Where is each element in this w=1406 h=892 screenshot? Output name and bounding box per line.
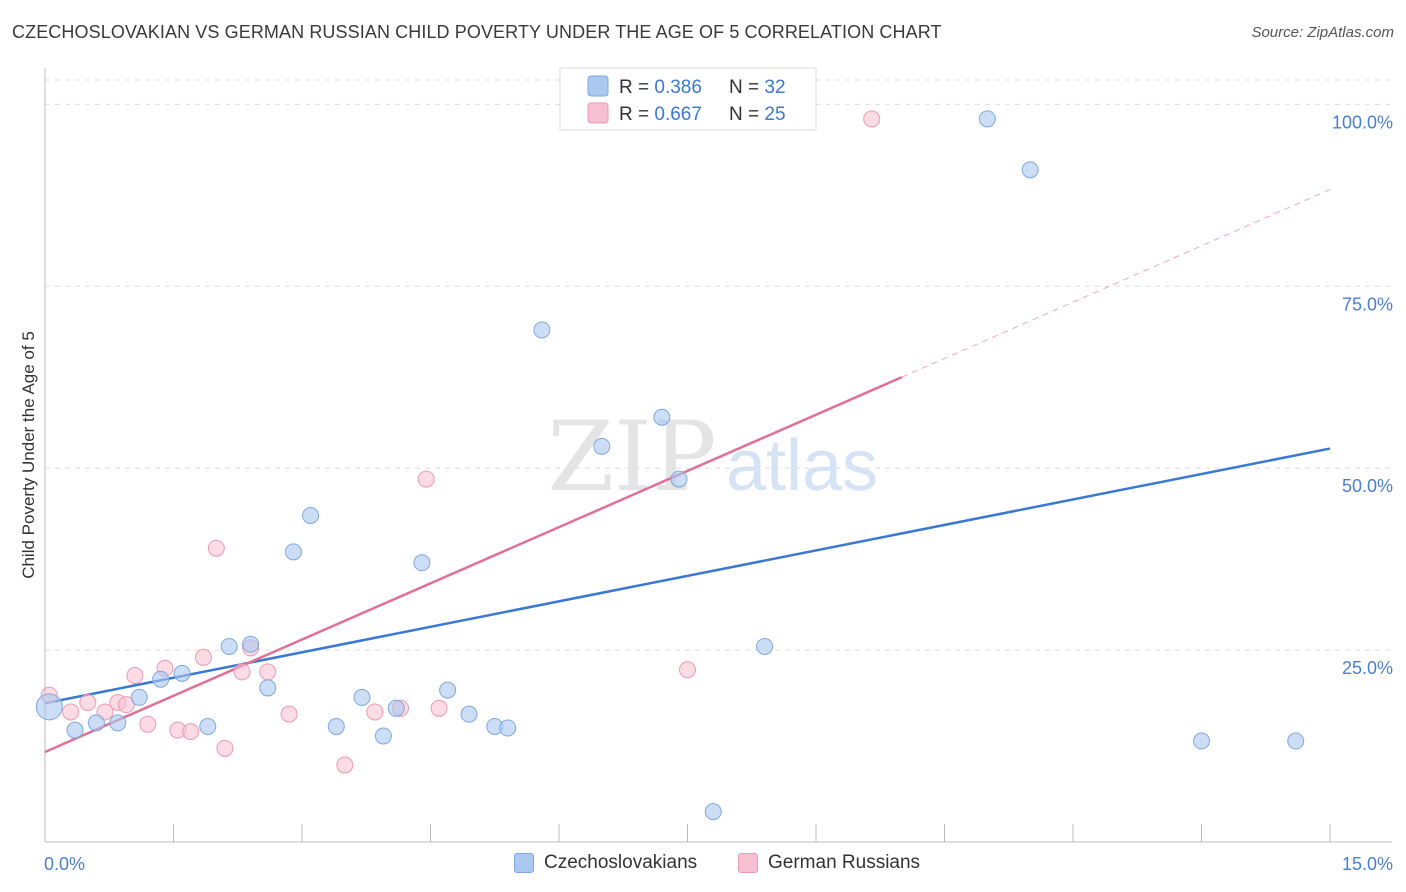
data-point-czechoslovakians xyxy=(109,714,127,732)
data-point-german-russians xyxy=(430,699,448,717)
points-layer xyxy=(35,110,1305,821)
data-point-czechoslovakians xyxy=(199,717,217,735)
data-point-czechoslovakians xyxy=(374,727,392,745)
legend-n-value-1: 32 xyxy=(764,77,785,98)
data-point-german-russians xyxy=(863,110,881,128)
data-point-czechoslovakians xyxy=(499,719,517,737)
data-point-czechoslovakians xyxy=(413,554,431,572)
legend-label-czechoslovakians: Czechoslovakians xyxy=(544,852,698,873)
data-point-german-russians xyxy=(182,723,200,741)
legend-n-label-1: N = xyxy=(729,77,764,98)
x-tick-label: 0.0% xyxy=(44,854,85,874)
chart-title: CZECHOSLOVAKIAN VS GERMAN RUSSIAN CHILD … xyxy=(12,22,942,42)
y-axis-label: Child Poverty Under the Age of 5 xyxy=(19,331,38,579)
data-point-german-russians xyxy=(679,661,696,679)
data-point-czechoslovakians xyxy=(704,803,722,821)
data-point-german-russians xyxy=(216,739,234,757)
data-point-czechoslovakians xyxy=(460,705,478,723)
legend-r-label-2: R = xyxy=(619,104,654,125)
y-tick-label: 25.0% xyxy=(1342,658,1393,678)
data-point-czechoslovakians xyxy=(1193,732,1210,750)
legend-n-label-2: N = xyxy=(729,104,764,125)
data-point-german-russians xyxy=(233,663,251,681)
legend-swatch-blue xyxy=(514,853,534,873)
legend-r-value-1: 0.386 xyxy=(654,77,702,98)
legend-swatch-german-russians xyxy=(587,102,609,124)
svg-text:R = 0.386: R = 0.386 xyxy=(619,77,702,98)
legend-box: R = 0.386 N = 32 R = 0.667 N = 25 xyxy=(559,67,817,131)
data-point-czechoslovakians xyxy=(259,679,277,697)
svg-text:N = 32: N = 32 xyxy=(729,77,786,98)
svg-text:N = 25: N = 25 xyxy=(729,104,786,125)
data-point-czechoslovakians xyxy=(87,714,105,732)
axis-layer xyxy=(44,68,1392,843)
data-point-german-russians xyxy=(117,696,135,714)
data-point-german-russians xyxy=(194,648,212,666)
legend-swatch-pink xyxy=(738,853,758,873)
data-point-czechoslovakians xyxy=(35,693,63,721)
data-point-czechoslovakians xyxy=(756,637,774,655)
bottom-legend: Czechoslovakians German Russians xyxy=(0,852,1406,878)
data-point-czechoslovakians xyxy=(327,717,345,735)
data-point-czechoslovakians xyxy=(670,470,688,488)
data-point-czechoslovakians xyxy=(302,506,320,524)
trend-line-german-russians xyxy=(44,376,903,754)
data-point-czechoslovakians xyxy=(533,321,551,339)
data-point-german-russians xyxy=(259,663,277,681)
legend-item-german-russians: German Russians xyxy=(738,852,920,874)
legend-r-value-2: 0.667 xyxy=(654,104,702,125)
data-point-czechoslovakians xyxy=(593,437,611,455)
data-point-czechoslovakians xyxy=(978,110,996,128)
trend-line-extension-german-russians xyxy=(901,189,1331,378)
y-tick-label: 75.0% xyxy=(1342,294,1393,314)
trend-line-czechoslovakians xyxy=(44,447,1331,705)
data-point-german-russians xyxy=(79,693,97,711)
data-point-czechoslovakians xyxy=(653,408,671,426)
grid-layer xyxy=(45,79,1392,651)
tick-label-layer: 25.0% 50.0% 75.0% 100.0% 0.0% 15.0% xyxy=(44,112,1393,874)
data-point-czechoslovakians xyxy=(242,635,260,653)
y-tick-label: 100.0% xyxy=(1332,112,1393,132)
data-point-czechoslovakians xyxy=(387,699,405,717)
legend-item-czechoslovakians: Czechoslovakians xyxy=(514,852,697,874)
data-point-czechoslovakians xyxy=(66,721,84,739)
data-point-czechoslovakians xyxy=(173,664,191,682)
legend-r-label-1: R = xyxy=(619,77,654,98)
trend-layer xyxy=(44,189,1331,754)
data-point-german-russians xyxy=(417,470,435,488)
data-point-czechoslovakians xyxy=(1021,161,1039,179)
x-tick-label: 15.0% xyxy=(1342,854,1393,874)
data-point-czechoslovakians xyxy=(1287,732,1305,750)
data-point-german-russians xyxy=(366,703,384,721)
data-point-czechoslovakians xyxy=(439,681,457,699)
data-point-german-russians xyxy=(207,539,225,557)
svg-text:R = 0.667: R = 0.667 xyxy=(619,104,702,125)
data-point-german-russians xyxy=(280,705,298,723)
data-point-czechoslovakians xyxy=(284,543,302,561)
legend-swatch-czechoslovakians xyxy=(587,75,609,97)
legend-n-value-2: 25 xyxy=(764,104,785,125)
watermark-atlas: atlas xyxy=(726,426,878,506)
data-point-german-russians xyxy=(126,667,144,685)
data-point-german-russians xyxy=(139,715,157,733)
data-point-czechoslovakians xyxy=(353,688,371,706)
data-point-czechoslovakians xyxy=(152,670,170,688)
source-label: Source: ZipAtlas.com xyxy=(1251,24,1394,41)
legend-label-german-russians: German Russians xyxy=(768,852,921,873)
watermark: ZIP atlas xyxy=(547,401,878,513)
y-tick-label: 50.0% xyxy=(1342,476,1393,496)
data-point-czechoslovakians xyxy=(130,688,148,706)
data-point-german-russians xyxy=(62,703,80,721)
data-point-czechoslovakians xyxy=(220,637,238,655)
data-point-german-russians xyxy=(336,756,354,774)
